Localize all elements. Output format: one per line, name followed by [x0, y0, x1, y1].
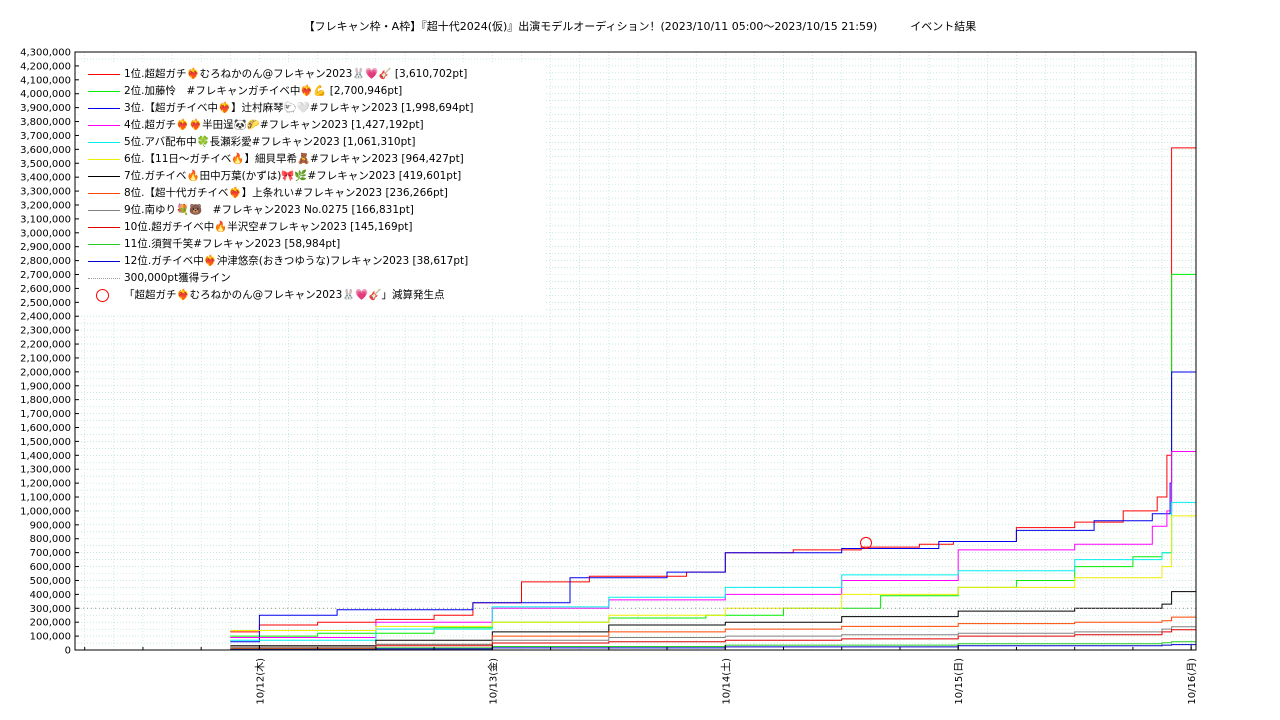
legend-swatch: [88, 91, 120, 92]
series-line-3: [230, 371, 1196, 643]
y-tick-label: 1,800,000: [20, 395, 71, 406]
y-tick-label: 3,000,000: [20, 228, 71, 239]
legend-circle-marker: [96, 289, 109, 302]
y-tick-label: 1,700,000: [20, 409, 71, 420]
y-tick-label: 500,000: [30, 576, 71, 587]
x-tick-label: 10/15(日): [954, 658, 965, 705]
x-tick-label: 10/13(金): [486, 658, 499, 705]
y-tick-label: 900,000: [30, 520, 71, 531]
legend-label: 1位.超超ガチ❤️‍🔥むろねかのん@フレキャン2023🐰💗🎸 [3,610,70…: [124, 68, 468, 80]
y-tick-label: 1,200,000: [20, 479, 71, 490]
y-tick-label: 3,900,000: [20, 103, 71, 114]
legend-label: 9位.南ゆり💐🐻 #フレキャン2023 No.0275 [166,831pt]: [124, 204, 414, 216]
series-line-8: [230, 616, 1196, 648]
y-tick-label: 2,400,000: [20, 312, 71, 323]
y-tick-label: 1,600,000: [20, 423, 71, 434]
legend-swatch: [88, 278, 120, 279]
legend-swatch: [88, 227, 120, 228]
y-tick-label: 2,900,000: [20, 242, 71, 253]
legend-label: 8位.【超十代ガチイベ❤️‍🔥】上条れい#フレキャン2023 [236,266p…: [124, 187, 448, 199]
y-tick-label: 1,900,000: [20, 381, 71, 392]
x-tick-label: 10/16(月): [1186, 658, 1198, 705]
series-line-1: [230, 147, 1196, 633]
y-tick-label: 1,500,000: [20, 437, 71, 448]
x-tick-label: 10/12(木): [254, 658, 266, 705]
chart-title: 【フレキャン枠・A枠】『超十代2024(仮)』出演モデルオーディション！(202…: [303, 20, 977, 33]
series-line-11: [230, 641, 1196, 650]
legend-label: 300,000pt獲得ライン: [124, 272, 231, 284]
series-line-2: [230, 273, 1196, 637]
y-tick-label: 2,600,000: [20, 284, 71, 295]
y-tick-label: 3,100,000: [20, 214, 71, 225]
legend-swatch: [88, 108, 120, 109]
legend-label: 11位.須賀千笑#フレキャン2023 [58,984pt]: [124, 238, 341, 250]
y-tick-label: 2,100,000: [20, 353, 71, 364]
y-tick-label: 1,400,000: [20, 451, 71, 462]
legend-swatch: [88, 261, 120, 262]
y-tick-label: 1,300,000: [20, 465, 71, 476]
y-tick-label: 3,600,000: [20, 145, 71, 156]
legend-label: 6位.【11日〜ガチイベ🔥】細貝早希🧸#フレキャン2023 [964,427pt…: [124, 153, 464, 165]
y-tick-label: 2,200,000: [20, 340, 71, 351]
y-tick-label: 3,500,000: [20, 159, 71, 170]
y-axis: 0 100,000 200,000 300,000 400,000 500,000 600,…: [20, 48, 79, 657]
y-tick-label: 4,000,000: [20, 89, 71, 100]
y-tick-label: 2,800,000: [20, 256, 71, 267]
legend: 1位.超超ガチ❤️‍🔥むろねかのん@フレキャン2023🐰💗🎸 [3,610,70…: [80, 62, 545, 314]
series-line-12: [230, 644, 1196, 651]
legend-label: 3位.【超ガチイベ中❤️‍🔥】辻村麻琴🐑🤍#フレキャン2023 [1,998,6…: [124, 102, 474, 114]
legend-label: 4位.超ガチ❤️‍🔥❤️‍🔥半田逞🐼🌮#フレキャン2023 [1,427,192…: [124, 119, 424, 131]
series-line-5: [230, 501, 1196, 641]
y-tick-label: 1,000,000: [20, 506, 71, 517]
legend-swatch: [88, 210, 120, 211]
y-tick-label: 800,000: [30, 534, 71, 545]
series-layer: [230, 147, 1196, 651]
y-tick-label: 2,700,000: [20, 270, 71, 281]
x-axis: 10/12(木) 10/13(金) 10/14(土) 10/15(日) 10/16(月): [84, 645, 1198, 705]
plot-frame: [74, 51, 1197, 651]
x-tick-label: 10/14(土): [719, 658, 732, 705]
legend-swatch: [88, 176, 120, 177]
y-tick-label: 3,400,000: [20, 173, 71, 184]
y-tick-label: 4,300,000: [20, 48, 71, 59]
legend-swatch: [88, 142, 120, 143]
series-line-6: [230, 515, 1196, 631]
y-tick-label: 3,300,000: [20, 187, 71, 198]
y-tick-label: 100,000: [30, 632, 71, 643]
y-tick-label: 3,200,000: [20, 200, 71, 211]
legend-swatch: [88, 125, 120, 126]
legend-label: 7位.ガチイベ🔥田中万葉(かずは)🎀🌿#フレキャン2023 [419,601pt…: [124, 170, 462, 182]
y-tick-label: 4,100,000: [20, 75, 71, 86]
y-tick-label: 400,000: [30, 590, 71, 601]
legend-swatch: [88, 159, 120, 160]
y-tick-label: 3,800,000: [20, 117, 71, 128]
y-tick-label: 0: [65, 646, 71, 657]
y-tick-label: 4,200,000: [20, 61, 71, 72]
legend-label: 「超超ガチ❤️‍🔥むろねかのん@フレキャン2023🐰💗🎸」減算発生点: [124, 289, 445, 301]
y-tick-label: 200,000: [30, 618, 71, 629]
y-tick-label: 600,000: [30, 562, 71, 573]
y-tick-label: 3,700,000: [20, 131, 71, 142]
y-tick-label: 2,000,000: [20, 367, 71, 378]
legend-label: 2位.加藤怜 #フレキャンガチイベ中❤️‍🔥💪 [2,700,946pt]: [124, 85, 403, 97]
y-tick-label: 300,000: [30, 604, 71, 615]
legend-label: 10位.超ガチイベ中🔥半沢空#フレキャン2023 [145,169pt]: [124, 221, 413, 233]
legend-swatch: [88, 244, 120, 245]
y-tick-label: 2,500,000: [20, 298, 71, 309]
annotation-marker: [860, 536, 873, 549]
y-tick-label: 2,300,000: [20, 326, 71, 337]
y-tick-label: 700,000: [30, 548, 71, 559]
legend-swatch: [88, 74, 120, 75]
legend-swatch: [88, 193, 120, 194]
legend-label: 12位.ガチイベ中❤️‍🔥沖津悠奈(おきつゆうな)フレキャン2023 [38,6…: [124, 255, 469, 267]
annotation-layer: [860, 536, 873, 549]
legend-label: 5位.アバ配布中🍀長瀬彩愛#フレキャン2023 [1,061,310pt]: [124, 136, 416, 148]
y-tick-label: 1,100,000: [20, 493, 71, 504]
